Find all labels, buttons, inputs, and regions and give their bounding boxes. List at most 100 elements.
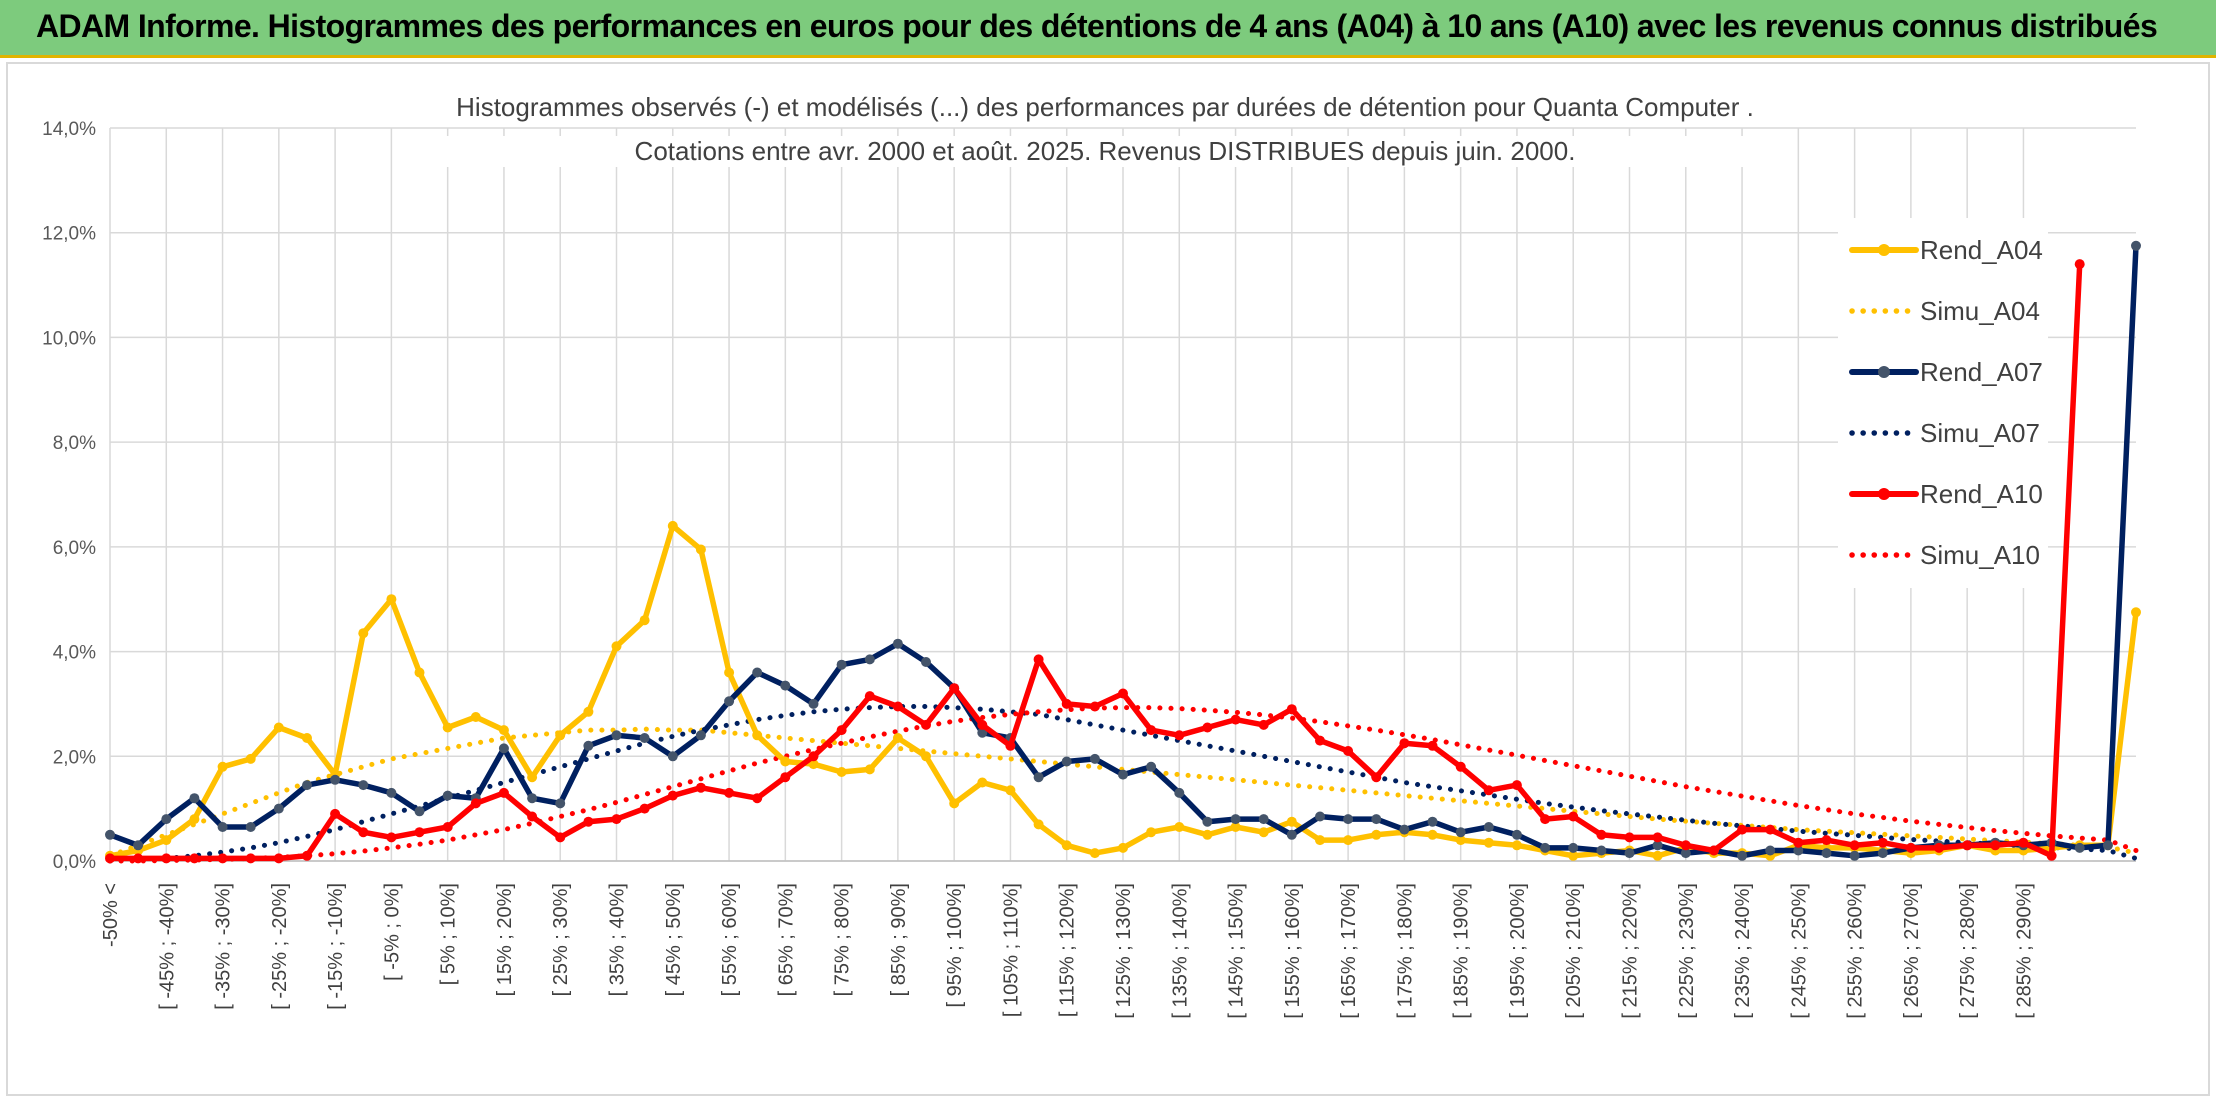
x-tick-label: [ -15% ; -10%]: [325, 883, 347, 1010]
x-tick-label: [ 155% ; 160%]: [1282, 883, 1304, 1019]
series-point: [2046, 850, 2057, 861]
series-point: [1877, 848, 1888, 859]
x-tick-label: [ 35% ; 40%]: [607, 883, 629, 996]
series-point: [1624, 848, 1635, 859]
series-point: [1089, 701, 1100, 712]
legend-label: Simu_A07: [1920, 418, 2040, 448]
series-point: [555, 832, 566, 843]
series-point: [105, 829, 115, 840]
series-point: [1286, 816, 1297, 827]
series-line-rend-a10: [107, 261, 2083, 862]
series-point: [217, 761, 228, 772]
series-point: [1765, 824, 1776, 835]
series-point: [498, 743, 509, 754]
series-point: [527, 772, 538, 783]
series-point: [273, 853, 284, 864]
series-point: [1483, 822, 1494, 832]
series-point: [1793, 837, 1804, 848]
series-point: [836, 659, 847, 670]
series-point: [470, 798, 481, 809]
series-point: [1427, 829, 1438, 840]
x-tick-label: [ 165% ; 170%]: [1338, 883, 1360, 1019]
series-point: [639, 615, 650, 626]
series-point: [949, 683, 960, 694]
series-point: [189, 793, 200, 804]
series-point: [1005, 740, 1016, 751]
series-point: [161, 835, 172, 846]
legend-label: Rend_A10: [1920, 479, 2043, 509]
legend-marker: [1878, 244, 1890, 256]
series-point: [1033, 819, 1044, 830]
series-point: [555, 798, 566, 809]
series-point: [695, 730, 706, 741]
series-point: [555, 730, 566, 741]
series-point: [1118, 688, 1128, 699]
legend-label: Rend_A07: [1920, 357, 2043, 387]
series-point: [1118, 769, 1128, 780]
series-point: [1343, 814, 1354, 825]
legend-label: Rend_A04: [1920, 235, 2043, 265]
series-point: [1624, 832, 1635, 843]
series-point: [1596, 829, 1607, 840]
y-tick-label: 8,0%: [53, 433, 96, 454]
series-point: [1258, 719, 1269, 730]
x-tick-label: [ 235% ; 240%]: [1732, 883, 1754, 1019]
series-point: [358, 628, 369, 639]
series-point: [245, 822, 256, 832]
series-point: [611, 641, 622, 652]
series-point: [2102, 840, 2113, 851]
series-point: [1174, 822, 1185, 832]
series-point: [1455, 835, 1466, 846]
series-point: [583, 740, 594, 751]
series-point: [2074, 259, 2085, 270]
legend-marker: [1878, 488, 1890, 500]
series-point: [695, 544, 706, 555]
series-point: [1455, 827, 1466, 838]
series-point: [1793, 845, 1804, 856]
series-point: [1343, 835, 1354, 846]
series-point: [470, 712, 481, 722]
series-point: [1146, 827, 1157, 838]
series-point: [836, 767, 847, 777]
series-point: [1905, 842, 1916, 853]
chart-title-line1: Histogrammes observés (-) et modélisés (…: [430, 92, 1780, 123]
series-point: [977, 777, 988, 788]
series-point: [1399, 738, 1410, 749]
series-point: [161, 853, 172, 864]
x-tick-label: [ 95% ; 100%]: [944, 883, 966, 1008]
series-point: [780, 680, 791, 691]
series-point: [808, 751, 819, 762]
series-point: [1230, 714, 1241, 725]
series-point: [386, 594, 397, 605]
series-point: [1455, 761, 1466, 772]
x-tick-label: [ 175% ; 180%]: [1394, 883, 1416, 1019]
series-point: [1005, 785, 1016, 796]
series-point: [949, 798, 960, 809]
series-point: [1230, 814, 1241, 825]
series-point: [921, 719, 931, 730]
series-point: [527, 811, 538, 822]
x-tick-label: [ 135% ; 140%]: [1169, 883, 1191, 1019]
chart-series: [105, 240, 2141, 864]
series-point: [161, 814, 172, 825]
series-point: [442, 822, 453, 832]
series-point: [1174, 787, 1185, 798]
series-point: [358, 827, 369, 838]
series-point: [1568, 842, 1579, 853]
series-point: [1427, 816, 1438, 827]
series-point: [2131, 240, 2141, 251]
series-point: [836, 725, 847, 736]
x-tick-label: [ 125% ; 130%]: [1113, 883, 1135, 1019]
x-tick-label: [ 275% ; 280%]: [1957, 883, 1979, 1019]
series-point: [1821, 835, 1832, 846]
series-point: [864, 691, 875, 702]
series-point: [1568, 811, 1579, 822]
series-point: [667, 520, 678, 531]
series-point: [330, 808, 341, 819]
legend-box: [1838, 218, 2048, 588]
series-point: [1596, 845, 1607, 856]
series-point: [1849, 850, 1860, 861]
series-point: [1202, 816, 1213, 827]
series-point: [302, 850, 312, 861]
